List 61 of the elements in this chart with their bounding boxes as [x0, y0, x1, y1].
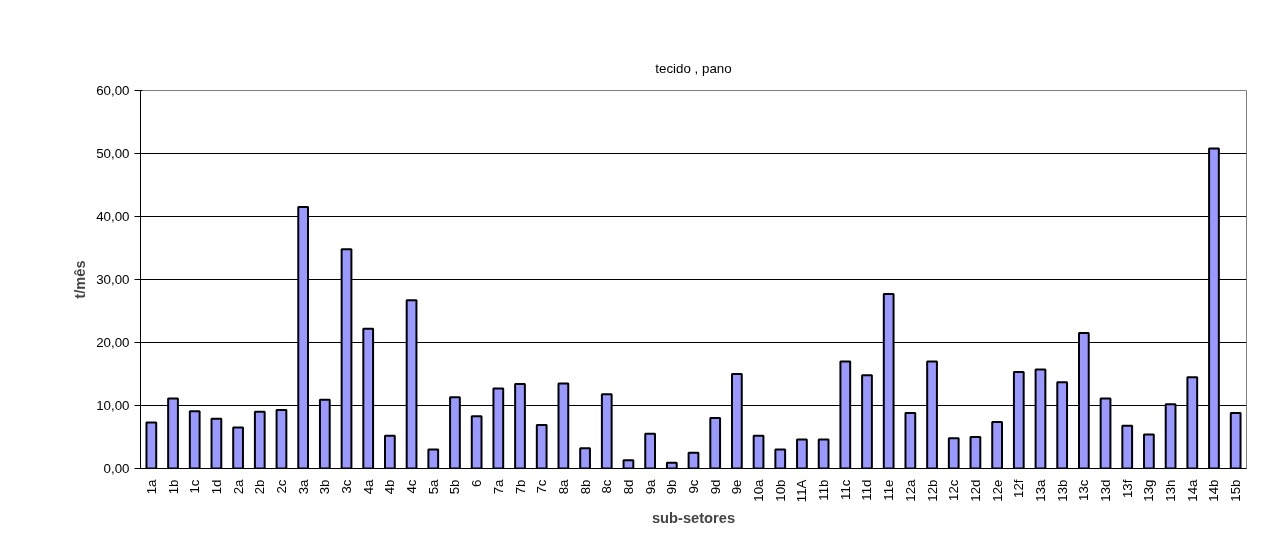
x-tick-label: 11c: [837, 479, 853, 500]
x-tick-label: 8c: [599, 479, 615, 494]
x-tick-label: 11A: [794, 479, 810, 503]
x-tick-label: 9c: [686, 479, 701, 494]
x-tick-label: 11e: [881, 479, 897, 501]
x-tick-label: 3c: [339, 479, 355, 494]
x-tick-label: 9d: [707, 479, 723, 495]
x-tick-label: 4a: [360, 478, 376, 495]
chart-title: tecido , pano: [655, 60, 732, 76]
x-tick-label: 3a: [295, 478, 311, 495]
x-tick-label: 10a: [751, 478, 767, 502]
x-tick-label: 1b: [165, 479, 181, 495]
x-tick-label: 5b: [447, 479, 463, 495]
x-tick-label: 15b: [1228, 479, 1244, 502]
x-tick-label: 7c: [534, 479, 550, 494]
x-tick-label: 1d: [208, 479, 224, 495]
x-tick-label: 7a: [490, 478, 506, 495]
x-tick-label: 13d: [1098, 479, 1114, 502]
x-tick-label: 14a: [1184, 478, 1200, 502]
x-tick-label: 6: [469, 479, 485, 487]
x-tick-label: 10b: [772, 479, 788, 502]
x-tick-label: 13a: [1032, 478, 1048, 502]
x-tick-label: 4b: [382, 479, 398, 495]
x-tick-label: 13h: [1163, 479, 1179, 502]
x-tick-label: 11b: [816, 479, 832, 501]
x-tick-label: 13f: [1119, 479, 1135, 499]
x-tick-label: 12b: [924, 479, 940, 502]
y-tick-label: 30,00: [96, 272, 130, 287]
y-tick-label: 0,00: [103, 461, 130, 476]
y-tick-label: 20,00: [96, 335, 130, 350]
x-tick-label: 8d: [620, 479, 636, 495]
x-tick-label: 12e: [989, 479, 1005, 502]
y-tick-label: 10,00: [96, 398, 130, 413]
x-tick-label: 2b: [252, 479, 268, 495]
x-tick-label: 11d: [859, 479, 875, 501]
x-tick-label: 14b: [1206, 479, 1222, 502]
x-tick-label: 13b: [1054, 479, 1070, 502]
x-tick-label: 9a: [642, 478, 658, 495]
x-tick-label: 12f: [1011, 479, 1027, 499]
y-tick-label: 60,00: [96, 83, 130, 98]
x-tick-label: 12a: [902, 478, 918, 502]
x-tick-label: 8a: [555, 478, 571, 495]
x-tick-label: 2c: [273, 479, 289, 494]
x-tick-label: 2a: [230, 478, 246, 495]
x-tick-label: 12c: [946, 479, 962, 501]
x-tick-label: 9e: [729, 479, 745, 495]
x-tick-label: 13c: [1076, 479, 1092, 501]
y-tick-label: 50,00: [96, 146, 130, 161]
x-tick-label: 8b: [577, 479, 593, 495]
x-tick-label: 1c: [187, 479, 203, 494]
x-axis-title: sub-setores: [651, 510, 736, 527]
x-tick-label: 9b: [664, 479, 680, 495]
x-tick-label: 13g: [1141, 479, 1157, 502]
x-tick-label: 12d: [967, 479, 983, 502]
x-tick-label: 3b: [317, 479, 333, 495]
x-tick-label: 5a: [425, 478, 441, 495]
x-tick-label: 1a: [143, 478, 159, 495]
x-tick-label: 4c: [404, 479, 420, 494]
x-tick-label: 7b: [512, 479, 528, 495]
y-axis-title: t/mês: [72, 260, 89, 299]
y-tick-label: 40,00: [96, 209, 130, 224]
